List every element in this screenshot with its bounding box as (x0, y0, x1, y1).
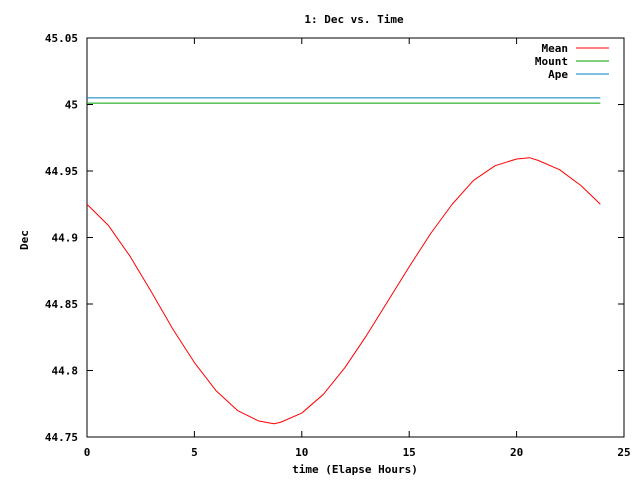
y-tick-label-4: 44.95 (45, 165, 78, 178)
x-tick-label-3: 15 (403, 446, 416, 459)
x-tick-label-0: 0 (84, 446, 91, 459)
x-axis-label: time (Elapse Hours) (292, 463, 418, 476)
series-line-mean (86, 157, 601, 425)
x-tick-label-5: 25 (617, 446, 630, 459)
y-tick-label-0: 44.75 (45, 431, 78, 444)
legend-label-mean: Mean (542, 42, 569, 55)
x-tick-label-4: 20 (510, 446, 523, 459)
legend-label-mount: Mount (535, 55, 568, 68)
x-tick-label-2: 10 (295, 446, 308, 459)
y-tick-label-2: 44.85 (45, 298, 78, 311)
x-tick-label-1: 5 (191, 446, 198, 459)
y-tick-label-1: 44.8 (52, 365, 79, 378)
legend-label-ape: Ape (548, 68, 568, 81)
y-axis-label: Dec (18, 230, 31, 250)
y-tick-label-6: 45.05 (45, 32, 78, 45)
y-tick-label-3: 44.9 (52, 232, 79, 245)
chart-title: 1: Dec vs. Time (304, 13, 404, 26)
y-tick-label-5: 45 (65, 99, 78, 112)
